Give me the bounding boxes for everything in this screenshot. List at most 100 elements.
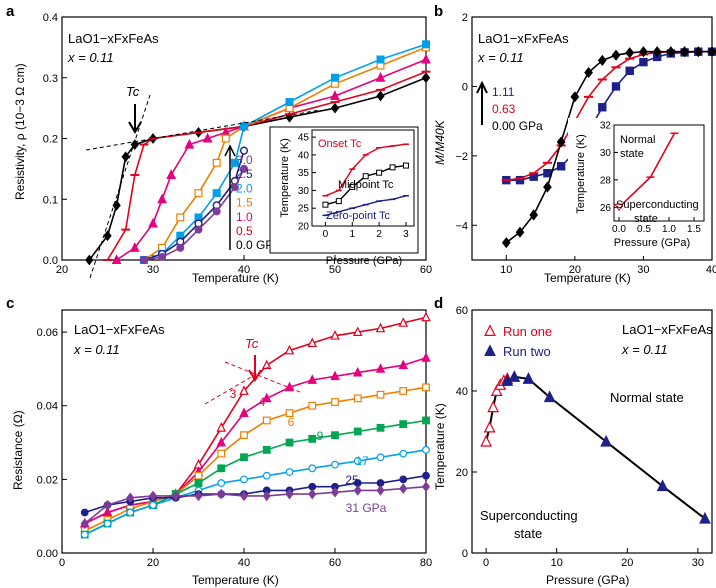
panel-b-compound: LaO1−xFxFeAs <box>478 31 569 46</box>
data-point <box>308 401 317 410</box>
inset-series-label: Zero-point Tc <box>326 210 390 222</box>
data-point <box>484 344 496 356</box>
data-point <box>353 485 362 496</box>
data-point <box>285 98 294 107</box>
panel-a-ylabel: Resistivity, ρ (10−3 Ω cm) <box>13 63 27 200</box>
data-point <box>639 57 648 67</box>
data-point <box>240 431 248 440</box>
data-point <box>80 508 89 517</box>
data-point <box>85 254 94 266</box>
data-point <box>103 230 112 242</box>
curve-label: 9 <box>317 429 324 443</box>
y-tick-label: 0.04 <box>37 401 58 413</box>
data-point <box>308 434 317 443</box>
data-point <box>522 372 535 384</box>
data-point <box>149 501 157 510</box>
legend-label: 1.5 <box>236 196 253 210</box>
panel-d-x-label: x = 0.11 <box>621 342 668 357</box>
legend-label: 1.0 <box>236 210 253 224</box>
x-tick-label: 40 <box>238 264 250 276</box>
y-tick-label: 35 <box>298 168 310 179</box>
data-point <box>399 387 408 395</box>
data-point <box>611 49 621 61</box>
x-tick-label: 0.5 <box>637 224 651 235</box>
y-tick-label: 2 <box>462 12 468 24</box>
region-label-sc-1: Superconducting <box>480 508 578 523</box>
y-tick-label: 0 <box>462 548 468 560</box>
x-tick-label: 40 <box>706 264 716 276</box>
data-point <box>330 370 340 381</box>
data-point <box>230 183 239 192</box>
y-tick-label: 45 <box>298 133 310 144</box>
data-point <box>693 46 703 58</box>
data-point <box>330 90 340 100</box>
data-point <box>130 139 139 150</box>
y-tick-label: 26 <box>600 203 612 214</box>
data-point <box>121 151 130 163</box>
x-tick-label: 20 <box>56 264 68 276</box>
data-point <box>331 73 340 82</box>
data-point <box>158 252 167 261</box>
data-point <box>202 132 213 143</box>
data-point <box>422 383 430 392</box>
data-point <box>570 91 580 103</box>
data-point <box>508 370 521 382</box>
x-tick-label: 60 <box>420 264 432 276</box>
data-point <box>376 90 385 102</box>
inset-xlabel: Pressure (GPa) <box>614 237 690 249</box>
data-point <box>376 485 385 496</box>
data-point <box>399 475 408 484</box>
y-tick-label: 0.3 <box>43 73 58 85</box>
series-line <box>84 474 427 514</box>
series-line <box>84 357 427 525</box>
curve-label: 6 <box>288 415 295 429</box>
inset-background <box>568 118 708 256</box>
legend-label: Run two <box>503 344 551 359</box>
panel-c-ylabel: Resistance (Ω) <box>11 410 25 490</box>
series-line <box>143 150 245 261</box>
data-point <box>353 427 362 436</box>
data-point <box>666 46 676 58</box>
y-tick-label: −2 <box>455 151 468 163</box>
data-point <box>262 446 271 454</box>
data-point <box>699 511 711 524</box>
data-point <box>399 449 408 458</box>
data-point <box>484 324 496 336</box>
x-tick-label: 60 <box>329 557 341 569</box>
data-point <box>352 326 363 336</box>
x-tick-label: 1.5 <box>687 224 701 235</box>
panel-c-curve-labels: 3 4 6 9 17 25 31 GPa <box>230 387 387 515</box>
legend-label: 1.11 <box>492 85 515 99</box>
data-point <box>483 420 496 433</box>
inset-point <box>389 164 396 171</box>
data-point <box>680 46 689 58</box>
data-point <box>240 475 248 484</box>
data-point <box>487 400 500 413</box>
inset-point <box>402 162 409 169</box>
panel-b-frame <box>471 16 713 261</box>
y-tick-label: 40 <box>298 150 310 161</box>
data-point <box>166 169 177 179</box>
data-point <box>102 506 113 517</box>
data-point <box>398 317 409 327</box>
panel-c-tc-label: Tc <box>245 336 259 351</box>
data-point <box>399 483 408 494</box>
data-point <box>330 486 340 498</box>
panel-b-legend: 1.11 0.63 0.00 GPa <box>492 85 543 133</box>
data-point <box>212 189 221 198</box>
x-tick-label: 20 <box>147 557 159 569</box>
series-line <box>84 386 427 532</box>
series-line <box>505 50 712 244</box>
data-point <box>307 337 318 348</box>
y-tick-label: 0.1 <box>43 194 58 206</box>
data-point <box>422 416 430 425</box>
x-tick-label: 0 <box>59 557 65 569</box>
inset-point <box>349 183 356 190</box>
data-point <box>375 72 386 82</box>
legend-label: 2.0 <box>236 181 253 195</box>
data-point <box>217 488 226 500</box>
data-point <box>421 352 431 362</box>
panel-b-x-label: x = 0.11 <box>477 50 524 65</box>
inset-point <box>335 198 342 205</box>
region-label-normal: Normal state <box>610 390 684 405</box>
